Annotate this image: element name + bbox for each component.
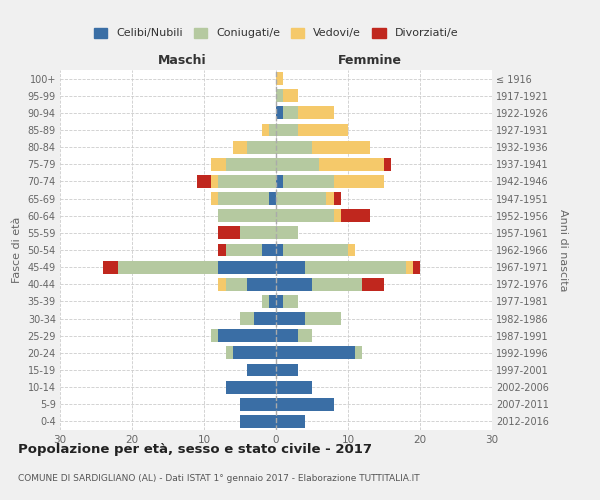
Bar (240, 226, 276, 239)
Bar (276, 90, 283, 102)
Bar (269, 295, 276, 308)
Bar (233, 346, 276, 360)
Bar (298, 124, 348, 136)
Bar (218, 244, 226, 256)
Bar (247, 140, 276, 153)
Bar (305, 260, 406, 274)
Bar (103, 260, 118, 274)
Bar (226, 278, 247, 290)
Bar (197, 175, 211, 188)
Bar (276, 210, 334, 222)
Y-axis label: Anni di nascita: Anni di nascita (559, 209, 568, 291)
Text: COMUNE DI SARDIGLIANO (AL) - Dati ISTAT 1° gennaio 2017 - Elaborazione TUTTITALI: COMUNE DI SARDIGLIANO (AL) - Dati ISTAT … (18, 474, 419, 483)
Bar (276, 72, 283, 85)
Bar (283, 295, 298, 308)
Bar (276, 244, 283, 256)
Bar (276, 364, 298, 376)
Bar (226, 380, 276, 394)
Text: Femmine: Femmine (338, 54, 401, 66)
Bar (334, 192, 341, 205)
Bar (276, 278, 312, 290)
Bar (348, 244, 355, 256)
Bar (276, 124, 298, 136)
Bar (218, 175, 276, 188)
Bar (240, 312, 254, 325)
Bar (262, 244, 276, 256)
Bar (240, 415, 276, 428)
Bar (312, 278, 362, 290)
Bar (218, 210, 276, 222)
Bar (276, 226, 298, 239)
Bar (276, 175, 283, 188)
Bar (326, 192, 334, 205)
Bar (413, 260, 420, 274)
Bar (276, 192, 326, 205)
Bar (319, 158, 384, 170)
Text: Maschi: Maschi (158, 54, 207, 66)
Bar (118, 260, 218, 274)
Bar (276, 158, 319, 170)
Bar (218, 330, 276, 342)
Bar (218, 278, 226, 290)
Bar (283, 175, 334, 188)
Bar (247, 278, 276, 290)
Bar (269, 192, 276, 205)
Bar (305, 312, 341, 325)
Bar (276, 330, 298, 342)
Bar (276, 106, 283, 120)
Y-axis label: Fasce di età: Fasce di età (12, 217, 22, 283)
Bar (283, 90, 298, 102)
Bar (276, 346, 355, 360)
Bar (226, 346, 233, 360)
Bar (211, 175, 218, 188)
Legend: Celibi/Nubili, Coniugati/e, Vedovi/e, Divorziati/e: Celibi/Nubili, Coniugati/e, Vedovi/e, Di… (89, 23, 463, 43)
Bar (276, 295, 283, 308)
Bar (406, 260, 413, 274)
Bar (211, 192, 218, 205)
Bar (276, 415, 305, 428)
Bar (298, 106, 334, 120)
Bar (262, 124, 269, 136)
Bar (276, 260, 305, 274)
Bar (254, 312, 276, 325)
Bar (276, 380, 312, 394)
Bar (384, 158, 391, 170)
Bar (247, 364, 276, 376)
Bar (218, 260, 276, 274)
Bar (240, 398, 276, 410)
Bar (334, 175, 384, 188)
Bar (341, 210, 370, 222)
Bar (233, 140, 247, 153)
Bar (283, 244, 348, 256)
Bar (269, 124, 276, 136)
Bar (262, 295, 269, 308)
Bar (312, 140, 370, 153)
Bar (283, 106, 298, 120)
Bar (211, 330, 218, 342)
Bar (334, 210, 341, 222)
Bar (276, 398, 334, 410)
Bar (298, 330, 312, 342)
Bar (276, 140, 312, 153)
Bar (362, 278, 384, 290)
Bar (218, 226, 240, 239)
Text: Popolazione per età, sesso e stato civile - 2017: Popolazione per età, sesso e stato civil… (18, 442, 372, 456)
Bar (226, 244, 262, 256)
Bar (211, 158, 226, 170)
Bar (355, 346, 362, 360)
Bar (226, 158, 276, 170)
Bar (218, 192, 269, 205)
Bar (276, 312, 305, 325)
